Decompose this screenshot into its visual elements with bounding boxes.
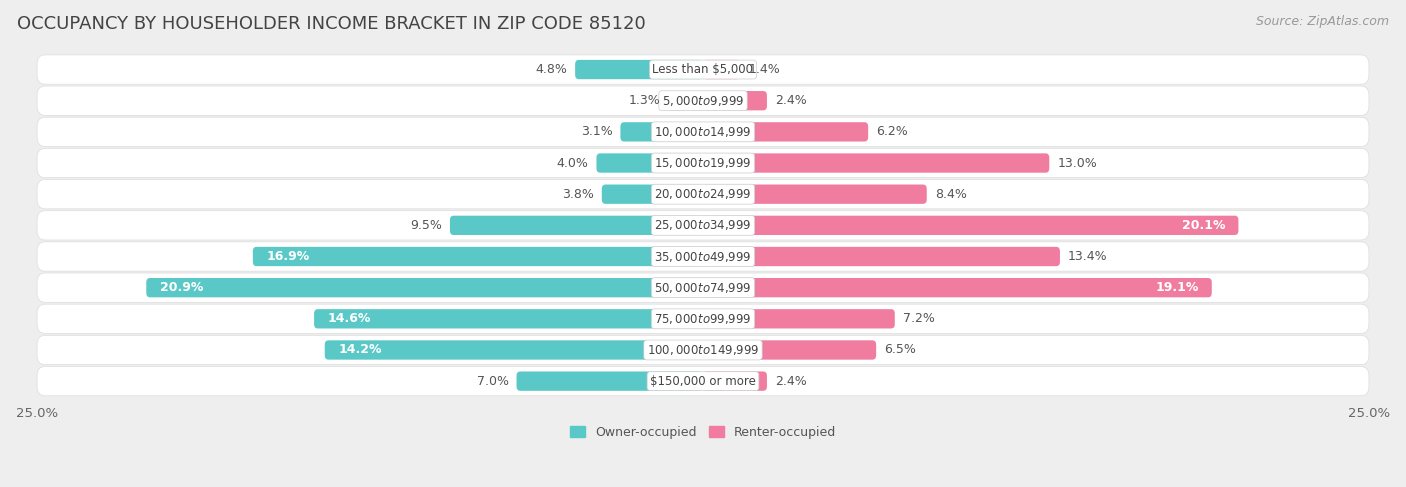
Text: 1.4%: 1.4% [748,63,780,76]
FancyBboxPatch shape [37,117,1369,147]
Text: 4.0%: 4.0% [557,156,589,169]
Text: 3.8%: 3.8% [562,187,593,201]
FancyBboxPatch shape [703,309,894,329]
Text: 13.0%: 13.0% [1057,156,1097,169]
Text: 14.6%: 14.6% [328,312,371,325]
FancyBboxPatch shape [575,60,703,79]
FancyBboxPatch shape [37,367,1369,396]
FancyBboxPatch shape [703,247,1060,266]
FancyBboxPatch shape [703,372,766,391]
Text: 20.9%: 20.9% [160,281,202,294]
FancyBboxPatch shape [314,309,703,329]
Text: 8.4%: 8.4% [935,187,966,201]
Text: $100,000 to $149,999: $100,000 to $149,999 [647,343,759,357]
Text: 4.8%: 4.8% [536,63,567,76]
Text: $25,000 to $34,999: $25,000 to $34,999 [654,218,752,232]
Text: 9.5%: 9.5% [411,219,441,232]
Text: 7.0%: 7.0% [477,375,509,388]
FancyBboxPatch shape [37,55,1369,84]
Text: 7.2%: 7.2% [903,312,935,325]
Text: $5,000 to $9,999: $5,000 to $9,999 [662,94,744,108]
FancyBboxPatch shape [703,278,1212,298]
FancyBboxPatch shape [596,153,703,173]
Text: 19.1%: 19.1% [1156,281,1198,294]
Text: OCCUPANCY BY HOUSEHOLDER INCOME BRACKET IN ZIP CODE 85120: OCCUPANCY BY HOUSEHOLDER INCOME BRACKET … [17,15,645,33]
FancyBboxPatch shape [253,247,703,266]
Text: 6.2%: 6.2% [876,125,908,138]
FancyBboxPatch shape [703,60,741,79]
FancyBboxPatch shape [325,340,703,359]
FancyBboxPatch shape [37,336,1369,365]
Text: 13.4%: 13.4% [1069,250,1108,263]
FancyBboxPatch shape [37,304,1369,334]
FancyBboxPatch shape [37,180,1369,209]
Text: 3.1%: 3.1% [581,125,613,138]
FancyBboxPatch shape [703,340,876,359]
FancyBboxPatch shape [703,153,1049,173]
FancyBboxPatch shape [37,273,1369,302]
Text: 2.4%: 2.4% [775,94,807,107]
Text: $150,000 or more: $150,000 or more [650,375,756,388]
Text: 20.1%: 20.1% [1181,219,1225,232]
FancyBboxPatch shape [37,149,1369,178]
Text: $15,000 to $19,999: $15,000 to $19,999 [654,156,752,170]
Text: 16.9%: 16.9% [266,250,309,263]
FancyBboxPatch shape [703,185,927,204]
Text: 2.4%: 2.4% [775,375,807,388]
FancyBboxPatch shape [703,216,1239,235]
FancyBboxPatch shape [703,122,868,142]
Text: $10,000 to $14,999: $10,000 to $14,999 [654,125,752,139]
Text: 14.2%: 14.2% [337,343,381,356]
FancyBboxPatch shape [703,91,766,111]
FancyBboxPatch shape [602,185,703,204]
FancyBboxPatch shape [37,211,1369,240]
FancyBboxPatch shape [516,372,703,391]
Text: 6.5%: 6.5% [884,343,917,356]
Text: $75,000 to $99,999: $75,000 to $99,999 [654,312,752,326]
Text: $50,000 to $74,999: $50,000 to $74,999 [654,281,752,295]
FancyBboxPatch shape [620,122,703,142]
Text: 1.3%: 1.3% [628,94,661,107]
Legend: Owner-occupied, Renter-occupied: Owner-occupied, Renter-occupied [565,421,841,444]
FancyBboxPatch shape [37,86,1369,115]
Text: Less than $5,000: Less than $5,000 [652,63,754,76]
Text: $35,000 to $49,999: $35,000 to $49,999 [654,249,752,263]
FancyBboxPatch shape [146,278,703,298]
Text: Source: ZipAtlas.com: Source: ZipAtlas.com [1256,15,1389,28]
FancyBboxPatch shape [450,216,703,235]
FancyBboxPatch shape [668,91,703,111]
Text: $20,000 to $24,999: $20,000 to $24,999 [654,187,752,201]
FancyBboxPatch shape [37,242,1369,271]
